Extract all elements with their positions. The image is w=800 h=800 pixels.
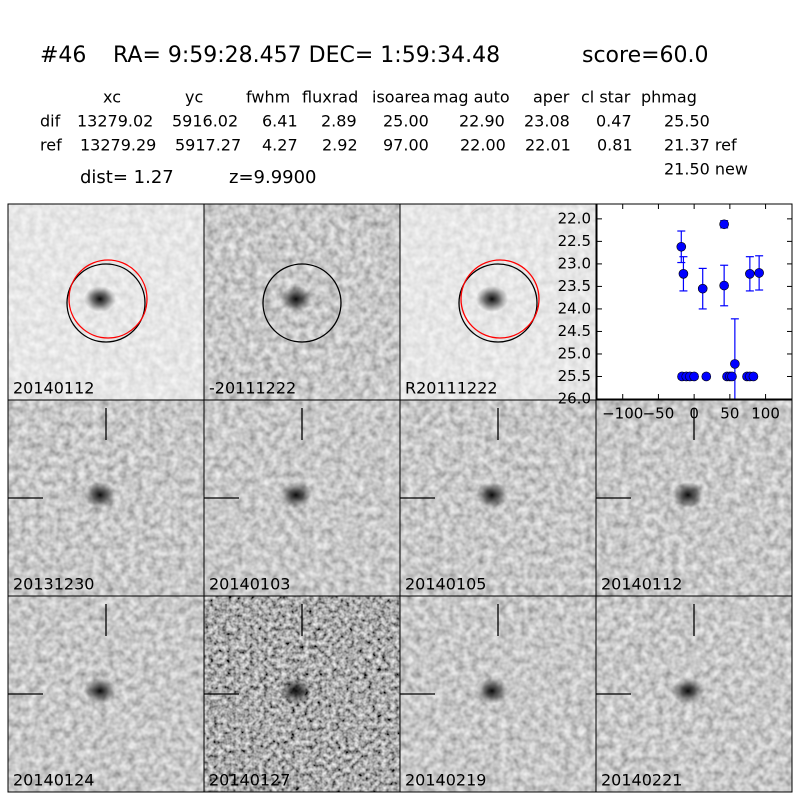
table-cell: 21.37 ref	[664, 136, 737, 155]
column-header: mag auto	[433, 88, 510, 107]
aperture-circle	[458, 263, 538, 343]
column-header: cl star	[581, 88, 631, 107]
table-cell: 5916.02	[172, 112, 238, 131]
data-point	[676, 241, 687, 252]
table-cell: 13279.29	[80, 136, 156, 155]
table-note: 21.50 new	[664, 160, 748, 179]
table-cell: 22.01	[525, 136, 571, 155]
source	[84, 482, 116, 508]
table-cell: 0.47	[596, 112, 632, 131]
coordinates: RA= 9:59:28.457 DEC= 1:59:34.48	[113, 43, 500, 68]
table-cell: 22.90	[459, 112, 505, 131]
column-header: fwhm	[246, 88, 290, 107]
table-cell: 25.50	[664, 112, 710, 131]
data-point	[719, 280, 729, 291]
source	[84, 678, 116, 704]
stamp-label: 20140105	[405, 575, 486, 594]
row-label: ref	[40, 136, 62, 155]
source	[476, 678, 508, 704]
stamp-label: 20140112	[601, 575, 682, 594]
y-tick-label: 25.5	[558, 367, 591, 385]
x-tick-label: −100	[602, 405, 643, 423]
stamp-label: -20111222	[209, 379, 296, 398]
photometry-table: xc yc fwhm fluxrad isoarea mag auto aper cl sta…	[40, 88, 748, 179]
x-tick-label: −50	[643, 405, 675, 423]
x-tick-label: 0	[689, 405, 699, 423]
column-header: isoarea	[372, 88, 430, 107]
stamp-label: 20140124	[13, 771, 94, 790]
plot-frame	[596, 203, 793, 400]
stamp-frame	[595, 595, 793, 793]
data-point	[748, 371, 759, 382]
stamp-label: R20111222	[405, 379, 498, 398]
y-tick-label: 26.0	[558, 390, 591, 408]
ref-circle	[460, 259, 540, 339]
source	[280, 482, 312, 508]
table-cell: 22.00	[460, 136, 506, 155]
score: score=60.0	[582, 43, 709, 68]
source	[672, 678, 704, 704]
column-header: phmag	[641, 88, 697, 107]
table-cell: 5917.27	[175, 136, 241, 155]
source	[84, 286, 116, 312]
stamp-label: 20140103	[209, 575, 290, 594]
data-point	[701, 371, 712, 382]
stamp-label: 20140219	[405, 771, 486, 790]
y-tick-label: 22.5	[558, 232, 591, 250]
y-tick-label: 22.0	[558, 209, 591, 227]
stamp-label: 20140221	[601, 771, 682, 790]
data-point	[719, 219, 729, 230]
table-cell: 23.08	[524, 112, 570, 131]
ref-circle	[68, 259, 148, 339]
y-tick-label: 23.0	[558, 254, 591, 272]
source	[476, 482, 508, 508]
column-header: xc	[103, 88, 121, 107]
column-header: aper	[533, 88, 570, 107]
distance: dist= 1.27	[80, 167, 174, 188]
stamp-grid: 20140112 -20111222 R20111222 20131230 201401…	[7, 203, 793, 793]
source	[280, 286, 312, 312]
redshift: z=9.9900	[229, 167, 317, 188]
source	[476, 286, 508, 312]
data-point	[689, 371, 699, 382]
y-tick-label: 25.0	[558, 344, 591, 362]
lightcurve-plot: 22.0 22.5 23.0 23.5 24.0 24.5 25.0 25.5 26.0 −100…	[558, 203, 793, 423]
data-point	[754, 268, 764, 278]
table-cell: 97.00	[383, 136, 429, 155]
table-cell: 0.81	[597, 136, 633, 155]
candidate-id: #46	[40, 43, 86, 68]
table-cell: 6.41	[262, 112, 298, 131]
column-header: fluxrad	[302, 88, 358, 107]
x-tick-label: 50	[720, 405, 739, 423]
data-point	[727, 371, 737, 382]
y-tick-label: 24.5	[558, 322, 591, 340]
table-cell: 25.00	[383, 112, 429, 131]
stamp-label: 20131230	[13, 575, 94, 594]
y-tick-label: 23.5	[558, 277, 591, 295]
table-cell: 2.92	[322, 136, 358, 155]
data-point	[678, 269, 689, 279]
data-point	[697, 283, 708, 294]
x-tick-label: 100	[751, 405, 780, 423]
y-tick-label: 24.0	[558, 299, 591, 317]
table-cell: 4.27	[262, 136, 298, 155]
stamp-label: 20140127	[209, 771, 290, 790]
table-cell: 2.89	[321, 112, 357, 131]
error-bar	[730, 318, 739, 399]
stamp-label: 20140112	[13, 379, 94, 398]
source	[672, 482, 704, 508]
row-label: dif	[40, 112, 61, 131]
aperture-circle	[262, 263, 342, 343]
table-cell: 13279.02	[77, 112, 153, 131]
plot-background	[597, 204, 792, 399]
data-point	[745, 269, 755, 279]
column-header: yc	[185, 88, 203, 107]
source	[280, 678, 312, 704]
aperture-circle	[66, 263, 146, 343]
data-point	[730, 359, 740, 369]
